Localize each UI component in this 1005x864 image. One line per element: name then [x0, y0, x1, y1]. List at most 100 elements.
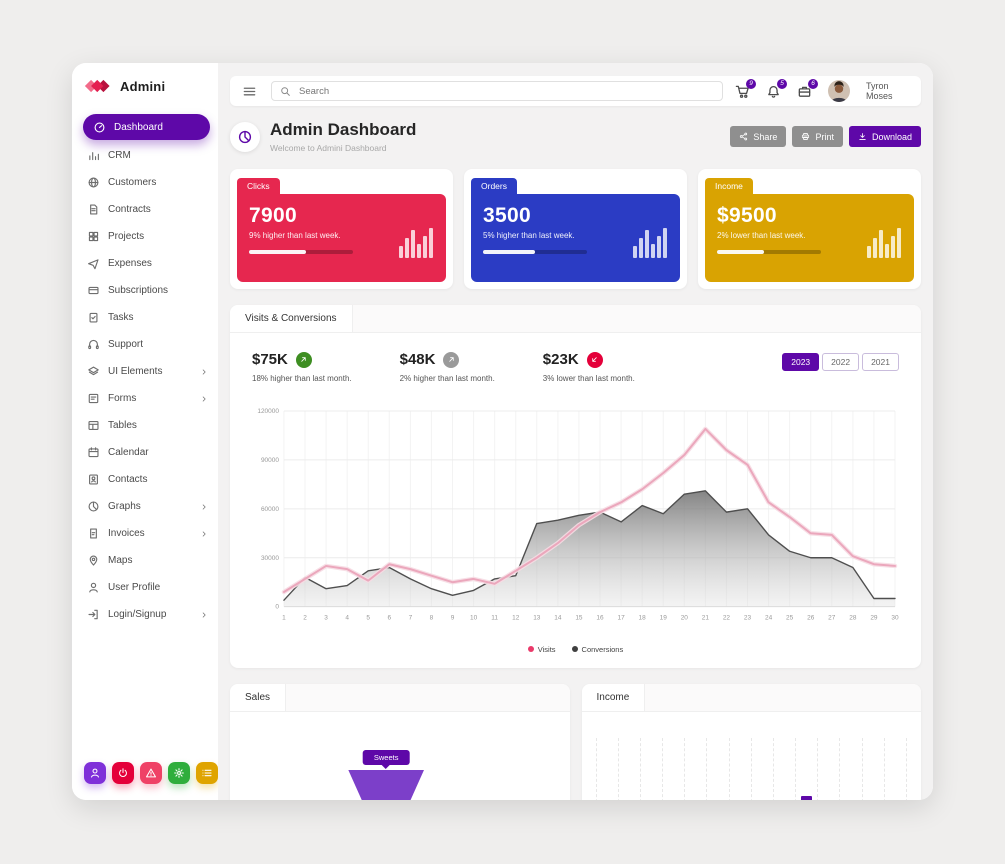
sidebar-item-projects[interactable]: Projects [72, 223, 218, 250]
stat-card-label: Orders [471, 178, 517, 194]
trend-down-icon [586, 351, 603, 368]
forms-icon [87, 392, 100, 405]
notification-badge: 5 [777, 78, 787, 89]
mini-bar-chart-icon [633, 222, 667, 258]
sidebar-item-label: Forms [108, 393, 137, 404]
print-button[interactable]: Print [792, 126, 843, 147]
legend-item-visits[interactable]: Visits [527, 645, 556, 654]
year-button-2022[interactable]: 2022 [822, 353, 860, 371]
sidebar-item-invoices[interactable]: Invoices [72, 520, 218, 547]
stat-card-label: Clicks [237, 178, 280, 194]
sidebar-item-tasks[interactable]: Tasks [72, 304, 218, 331]
chart-legend: Visits Conversions [244, 641, 907, 664]
svg-text:21: 21 [702, 615, 710, 622]
graphs-icon [87, 500, 100, 513]
stat-card-note: 9% higher than last week. [249, 231, 341, 240]
income-card-header: Income [581, 683, 921, 712]
sidebar-item-tables[interactable]: Tables [72, 412, 218, 439]
svg-text:25: 25 [786, 615, 794, 622]
brand-logo[interactable]: Admini [72, 63, 218, 109]
svg-text:14: 14 [554, 615, 562, 622]
briefcase-button[interactable]: 6 [797, 78, 818, 99]
sidebar-item-graphs[interactable]: Graphs [72, 493, 218, 520]
sidebar-item-customers[interactable]: Customers [72, 169, 218, 196]
alert-quick-action[interactable] [140, 762, 162, 784]
sidebar-item-subscriptions[interactable]: Subscriptions [72, 277, 218, 304]
customers-icon [87, 176, 100, 189]
avatar[interactable] [828, 80, 850, 102]
sidebar-item-calendar[interactable]: Calendar [72, 439, 218, 466]
svg-text:3: 3 [324, 615, 328, 622]
svg-text:19: 19 [660, 615, 668, 622]
main-content: 9 5 6 Tyron Moses Admin Dashboard Welcome t… [218, 63, 933, 800]
svg-text:1: 1 [282, 615, 286, 622]
svg-text:8: 8 [430, 615, 434, 622]
stat-card-note: 2% lower than last week. [717, 231, 806, 240]
topbar-actions: 9 5 6 Tyron Moses [735, 78, 911, 102]
cart-button[interactable]: 9 [735, 78, 756, 99]
sidebar-item-login-signup[interactable]: Login/Signup [72, 601, 218, 628]
power-quick-action[interactable] [112, 762, 134, 784]
sidebar-item-dashboard[interactable]: Dashboard [83, 114, 210, 140]
sidebar-item-contacts[interactable]: Contacts [72, 466, 218, 493]
income-bar[interactable] [800, 795, 813, 800]
search-input[interactable] [297, 84, 714, 98]
svg-text:7: 7 [409, 615, 413, 622]
user-quick-action[interactable] [84, 762, 106, 784]
visits-conversions-chart: 0 30000 60000 90000 120000 1 2 3 4 5 6 7 8 9 10 11 12 13 1… [244, 401, 907, 641]
sidebar-item-user-profile[interactable]: User Profile [72, 574, 218, 601]
notes-quick-action[interactable] [196, 762, 218, 784]
contracts-icon [87, 203, 100, 216]
sidebar-item-forms[interactable]: Forms [72, 385, 218, 412]
svg-text:15: 15 [575, 615, 583, 622]
stat-card-orders: Orders 3500 5% higher than last week. [464, 169, 687, 289]
income-card: Income [581, 683, 921, 800]
sales-card-tab[interactable]: Sales [230, 683, 287, 711]
app-window: Admini Dashboard CRM Customers Contracts Pro… [72, 63, 933, 800]
svg-text:18: 18 [639, 615, 647, 622]
calendar-icon [87, 446, 100, 459]
share-button[interactable]: Share [730, 126, 787, 147]
income-chart-column [728, 737, 751, 800]
bell-button[interactable]: 5 [766, 78, 787, 99]
search-box[interactable] [271, 81, 723, 101]
settings-quick-action[interactable] [168, 762, 190, 784]
sidebar: Admini Dashboard CRM Customers Contracts Pro… [72, 63, 218, 800]
sidebar-item-label: Support [108, 339, 144, 350]
legend-item-conversions[interactable]: Conversions [571, 645, 623, 654]
sidebar-item-label: Graphs [108, 501, 141, 512]
sidebar-item-label: Tasks [108, 312, 134, 323]
download-button[interactable]: Download [848, 126, 921, 147]
svg-text:11: 11 [491, 615, 498, 622]
svg-text:6: 6 [388, 615, 392, 622]
page-title: Admin Dashboard [270, 120, 417, 139]
sidebar-item-support[interactable]: Support [72, 331, 218, 358]
visits-card-tab[interactable]: Visits & Conversions [230, 305, 353, 332]
notification-badge: 6 [808, 78, 818, 89]
svg-text:2: 2 [303, 615, 307, 622]
invoices-icon [87, 527, 100, 540]
menu-toggle-button[interactable] [240, 82, 259, 101]
svg-text:20: 20 [681, 615, 689, 622]
dashboard-header-icon [230, 121, 260, 152]
expenses-icon [87, 257, 100, 270]
income-chart-column [595, 737, 618, 800]
year-button-2023[interactable]: 2023 [782, 353, 820, 371]
sidebar-item-label: Maps [108, 555, 133, 566]
sidebar-item-ui-elements[interactable]: UI Elements [72, 358, 218, 385]
sidebar-item-label: UI Elements [108, 366, 163, 377]
user-name[interactable]: Tyron Moses [866, 81, 893, 101]
stat-card-value: 7900 [249, 204, 297, 227]
bottom-cards-row: Sales Sweets Income [230, 683, 921, 800]
conversion-stat: $48K 2% higher than last month. [400, 351, 495, 383]
income-card-tab[interactable]: Income [581, 683, 646, 711]
sales-funnel-segment[interactable] [348, 769, 425, 800]
conversion-stat-note: 3% lower than last month. [542, 374, 635, 383]
year-button-2021[interactable]: 2021 [862, 353, 899, 371]
conversion-stat: $23K 3% lower than last month. [543, 351, 635, 383]
sidebar-item-maps[interactable]: Maps [72, 547, 218, 574]
sidebar-item-expenses[interactable]: Expenses [72, 250, 218, 277]
sidebar-item-contracts[interactable]: Contracts [72, 196, 218, 223]
sidebar-item-crm[interactable]: CRM [72, 142, 218, 169]
notification-badge: 9 [746, 78, 756, 89]
